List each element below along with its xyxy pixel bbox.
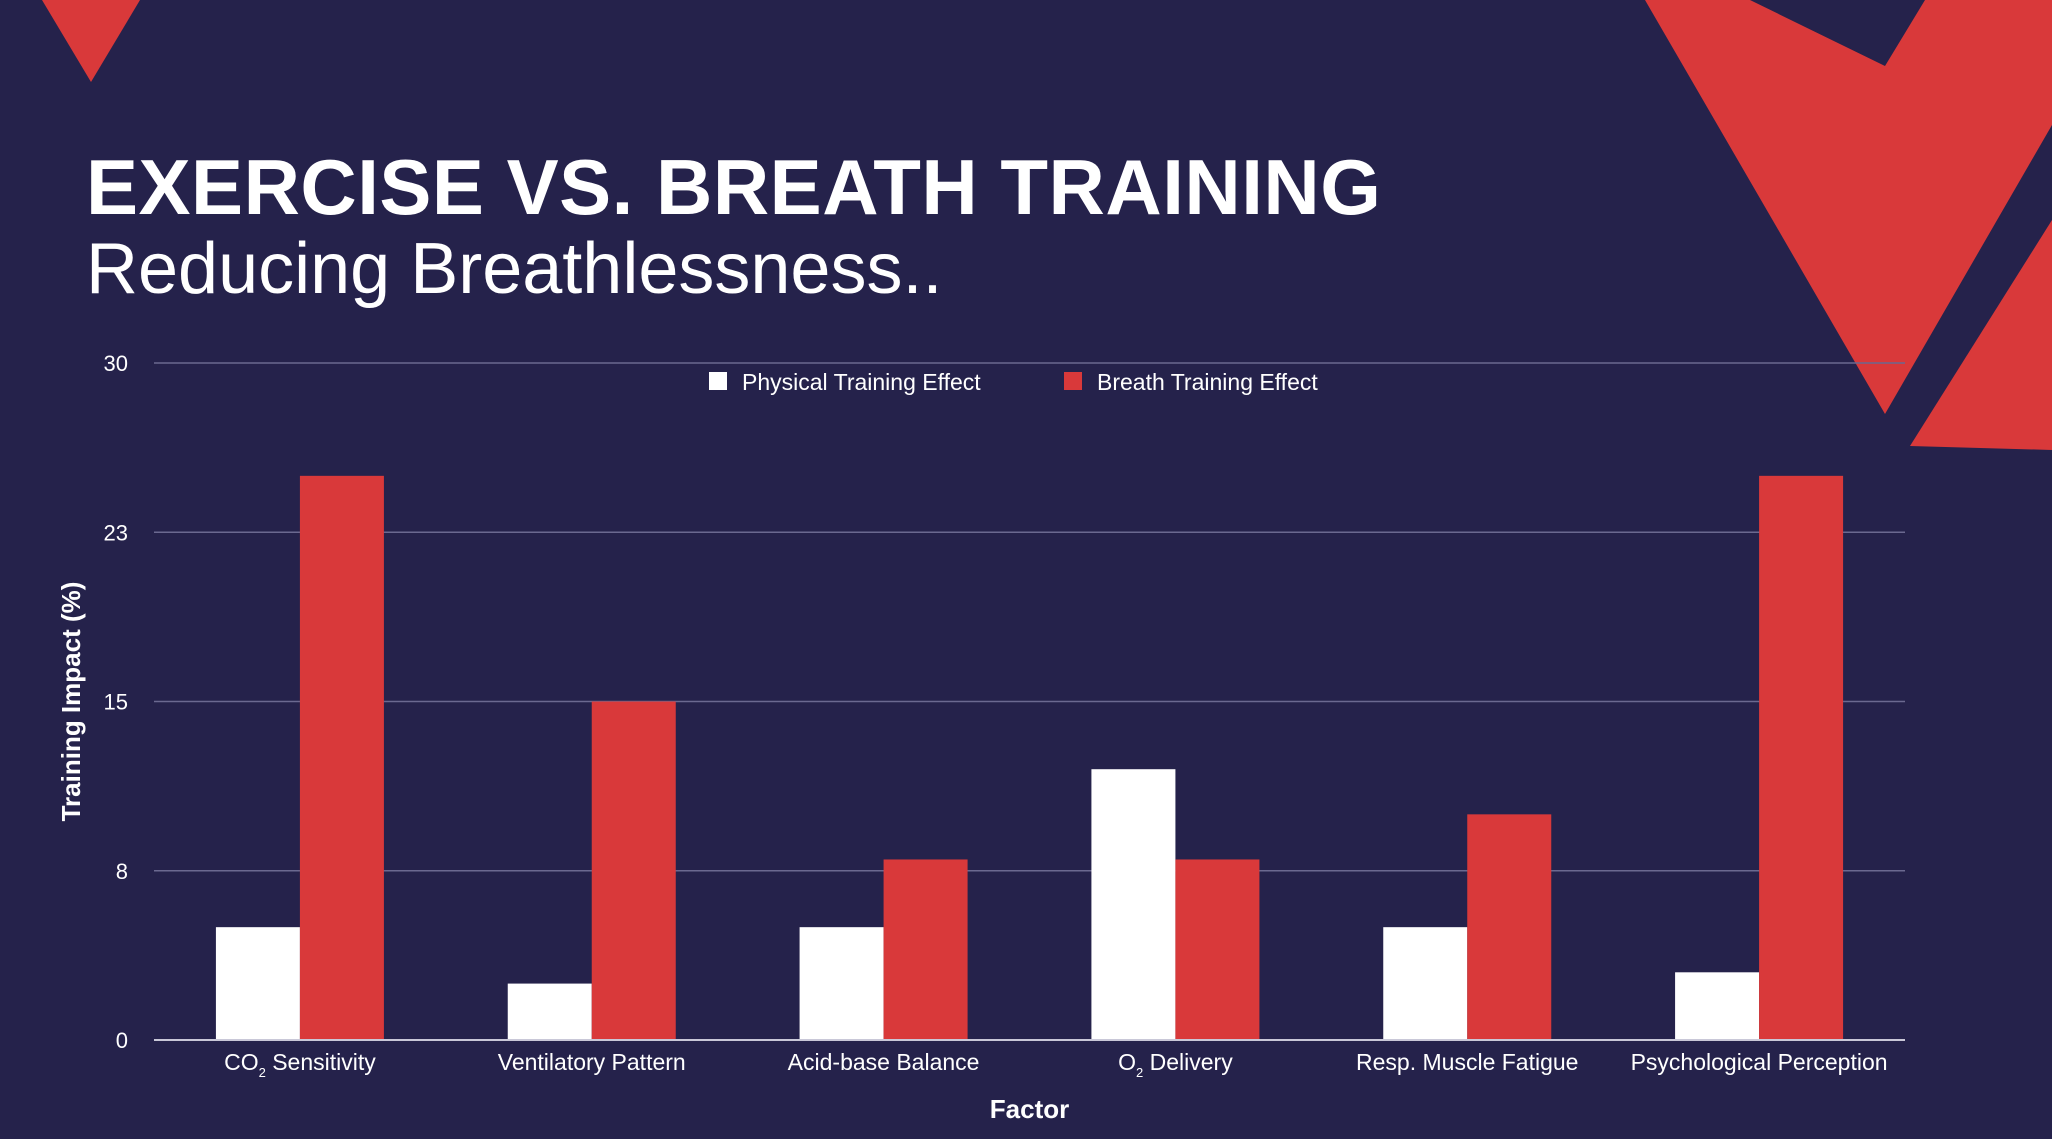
legend-label-breath: Breath Training Effect (1097, 369, 1318, 395)
physical-bar (507, 983, 592, 1040)
breath-bar (1759, 475, 1844, 1040)
bar-layer (215, 475, 1844, 1040)
y-tick-label: 0 (116, 1028, 128, 1053)
physical-bar (1383, 927, 1468, 1040)
physical-bar (799, 927, 884, 1040)
y-tick-label: 8 (116, 859, 128, 884)
slide-subtitle: Reducing Breathlessness.. (86, 229, 943, 309)
x-tick-label: Ventilatory Pattern (498, 1049, 686, 1075)
grid-layer (154, 362, 1905, 872)
slide-title: EXERCISE VS. BREATH TRAINING (86, 143, 1382, 231)
breath-bar (591, 701, 676, 1040)
x-axis-title: Factor (990, 1094, 1069, 1124)
x-tick-label: CO2 Sensitivity (224, 1049, 376, 1080)
top-right-chevron (1645, 0, 2052, 414)
y-axis-title: Training Impact (%) (56, 582, 86, 822)
x-tick-label: O2 Delivery (1118, 1049, 1233, 1080)
legend-label-physical: Physical Training Effect (742, 369, 981, 395)
physical-bar (215, 927, 300, 1040)
right-edge-shard (1910, 220, 2052, 450)
breath-bar (1175, 859, 1260, 1040)
legend-swatch-breath (1064, 372, 1082, 390)
breath-bar (1467, 814, 1552, 1040)
y-tick-label: 15 (104, 690, 128, 715)
x-tick-label: Resp. Muscle Fatigue (1356, 1049, 1578, 1075)
legend: Physical Training Effect Breath Training … (709, 369, 1318, 395)
breath-bar (299, 475, 384, 1040)
x-tick-label: Acid-base Balance (788, 1049, 980, 1075)
y-tick-label: 23 (104, 520, 128, 545)
breath-bar (883, 859, 968, 1040)
x-tick-label: Psychological Perception (1631, 1049, 1888, 1075)
top-left-chevron (42, 0, 140, 82)
legend-swatch-physical (709, 372, 727, 390)
physical-bar (1675, 972, 1760, 1040)
y-tick-label: 30 (104, 351, 128, 376)
axis-layer: 0 8 15 23 30 CO2 Sensitivity Ventilatory Patte… (56, 351, 1905, 1124)
physical-bar (1091, 769, 1176, 1040)
